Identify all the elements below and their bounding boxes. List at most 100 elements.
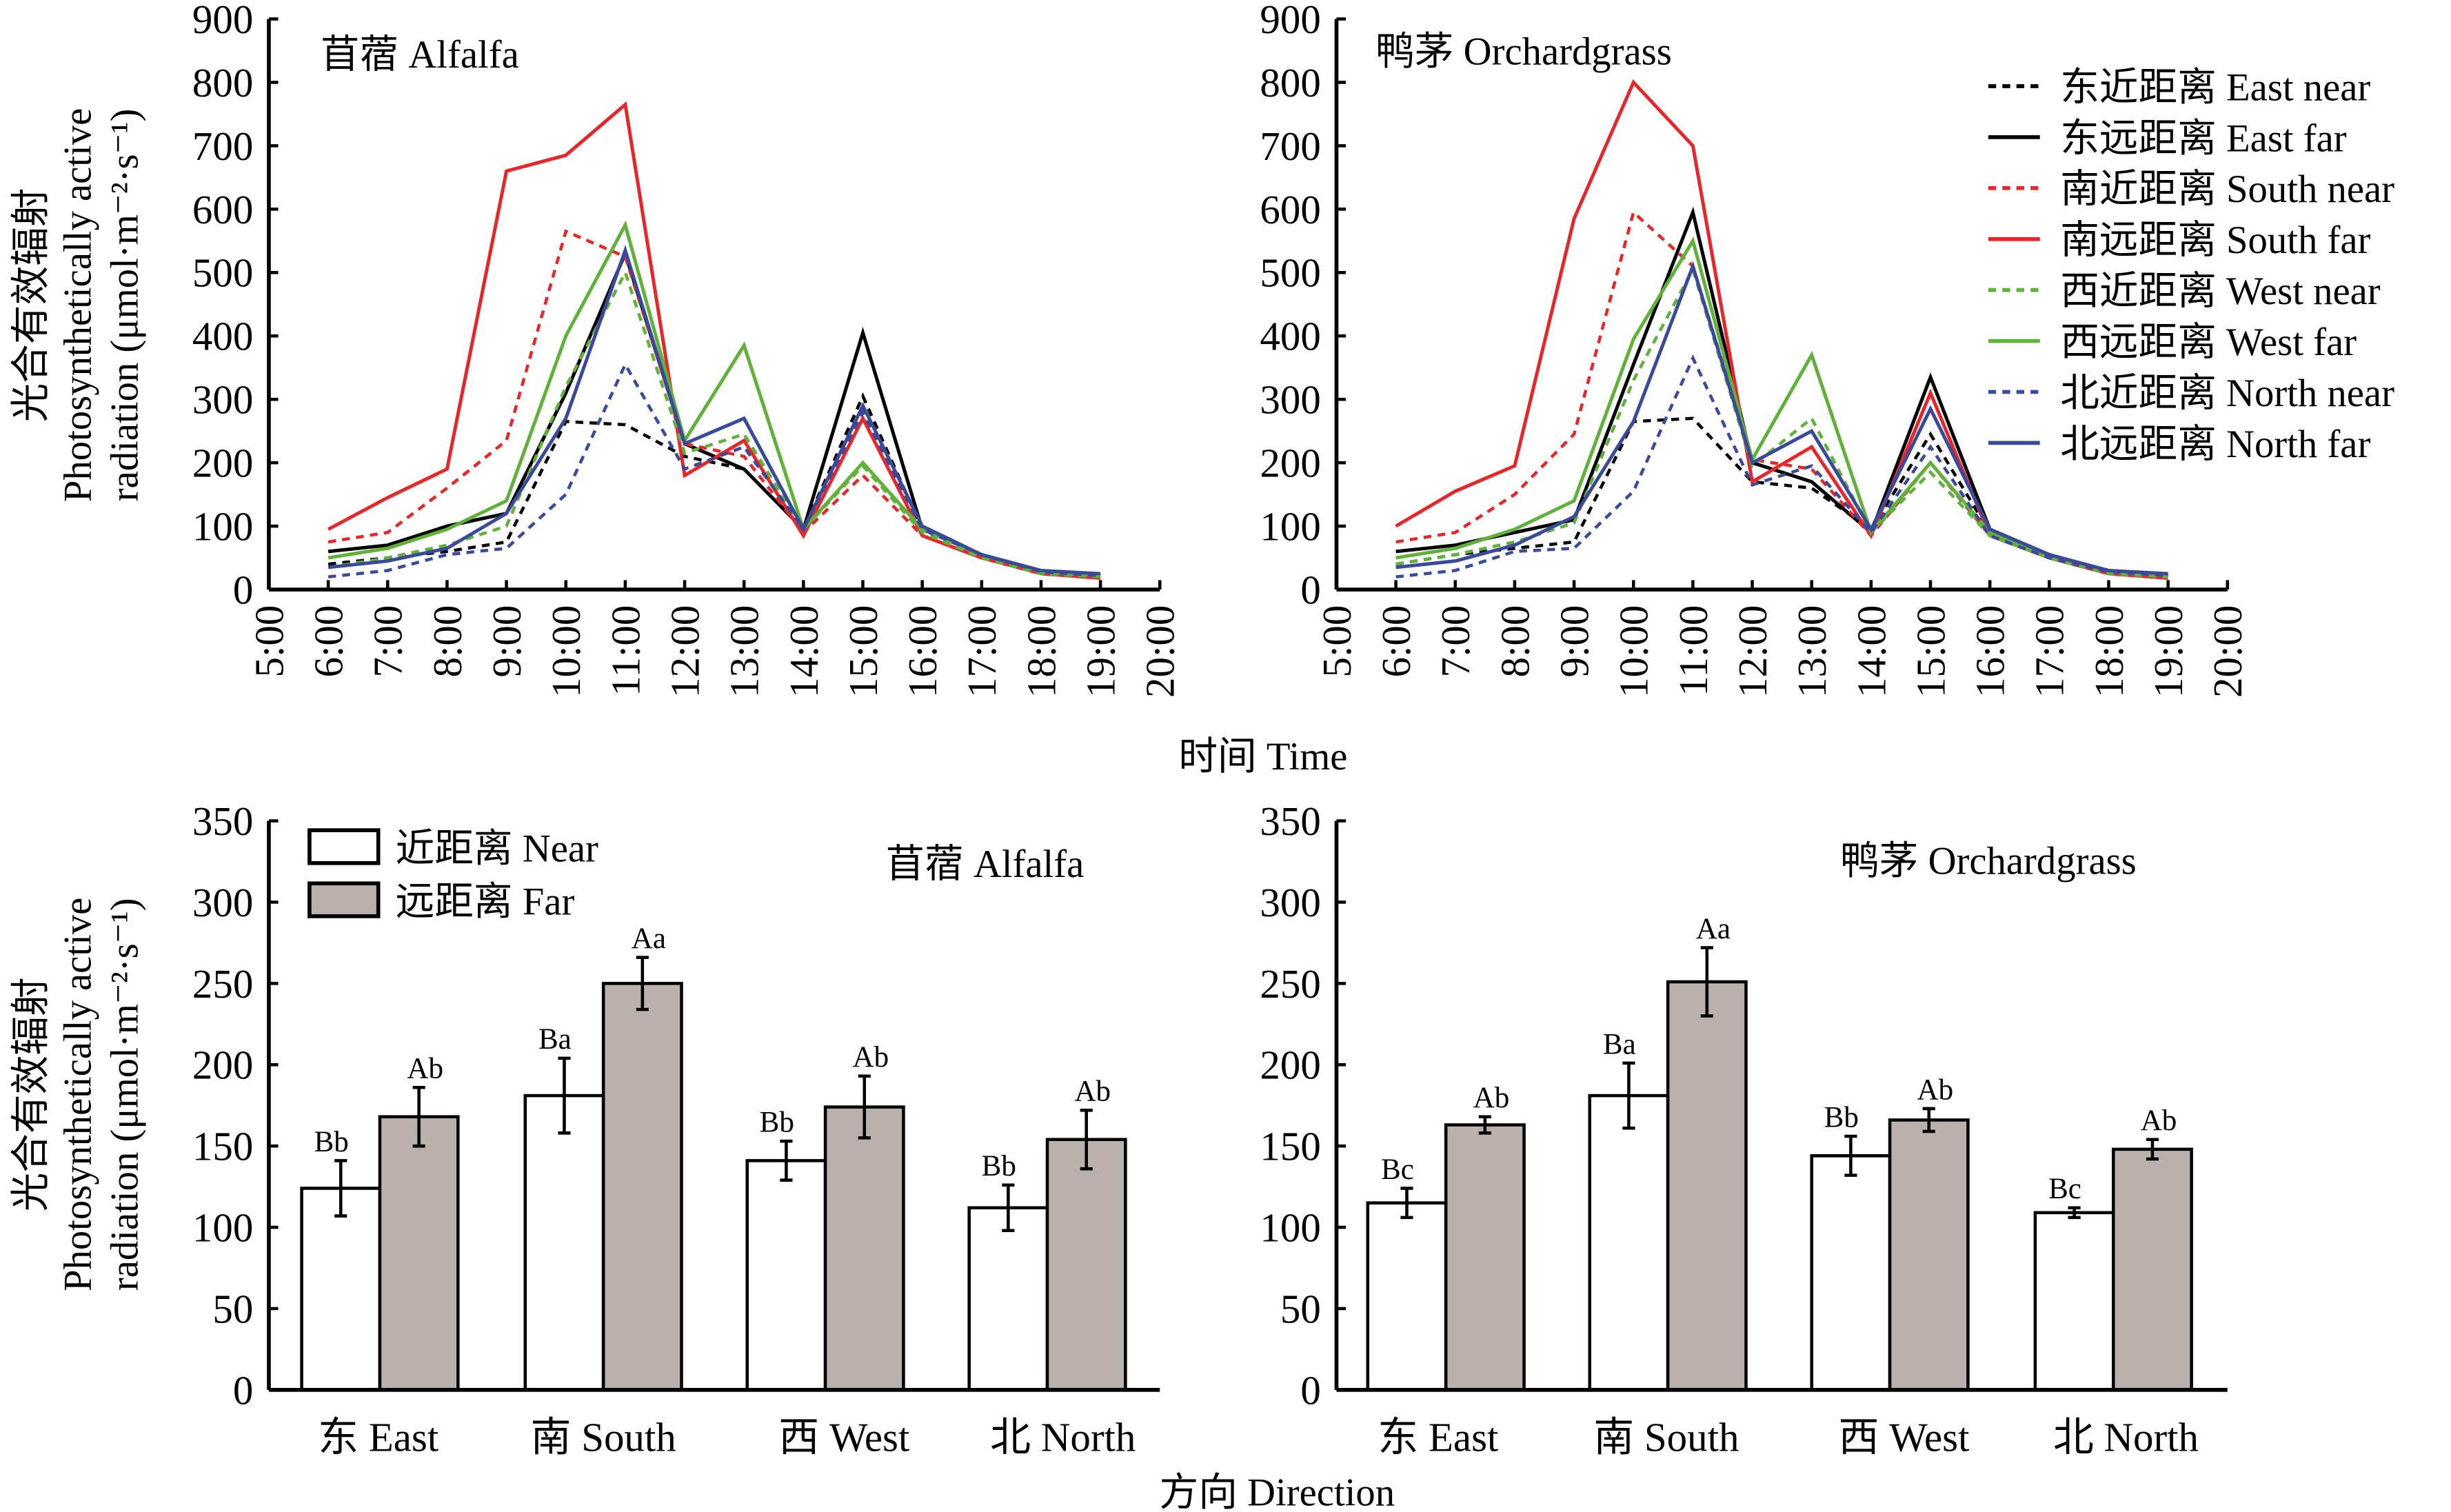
category-label: 北 North [990,1414,1136,1460]
y-label-line-1: 光合有效辐射 [9,188,52,422]
x-tick-label: 8:00 [1492,605,1537,678]
y-tick-label: 0 [233,567,253,612]
bar-chart-2: Bc Ba Bb Bc Ab Aa Ab Ab 0 50 100 150 200 250 300 350 东 E… [1260,798,2228,1460]
y-tick-label: 700 [1260,123,1320,169]
significance-label: Ab [1074,1076,1111,1108]
y-tick-label: 100 [1260,1204,1320,1250]
y-tick-label: 400 [192,314,253,359]
x-label-direction: 方向 Direction [1160,1471,1395,1512]
series-line-west-far [1395,236,2168,578]
series-line-south-near [327,229,1101,580]
x-tick-label: 18:00 [2086,605,2132,698]
significance-label: Aa [632,923,666,955]
legend-label: 西近距离 West near [2060,270,2381,313]
bar [2033,1211,2115,1392]
line-chart-2: 0 100 200 300 400 500 600 700 800 900 5:00 6:00 7:00… [1260,0,2394,698]
x-tick-label: 14:00 [1848,605,1894,698]
y-tick-label: 200 [192,1042,253,1088]
bar [745,1159,827,1392]
category-label: 南 South [1593,1414,1739,1460]
x-tick-label: 13:00 [722,605,767,698]
series-line-east-far [1395,206,2168,578]
significance-label: Ba [1603,1028,1636,1060]
bar [300,1187,382,1392]
y-tick-label: 200 [1260,1042,1320,1088]
legend-swatch [307,881,381,918]
y-tick-label: 300 [192,377,253,423]
significance-label: Ab [1917,1073,1953,1106]
series-line-north-far [327,245,1101,576]
chart-title: 鸭茅 Orchardgrass [1375,30,1672,73]
x-tick-label: 14:00 [781,605,827,698]
x-tick-label: 9:00 [1551,605,1597,678]
bar [523,1093,605,1392]
series-line-south-far [327,101,1101,580]
y-label-top: 光合有效辐射 Photosynthetically active radiati… [9,108,146,502]
x-tick-label: 13:00 [1789,605,1835,698]
x-tick-label: 15:00 [840,605,886,698]
x-tick-label: 17:00 [2027,605,2072,698]
legend-label: 北近距离 North near [2060,372,2394,415]
category-label: 西 West [778,1414,910,1460]
legend-label: 近距离 Near [396,827,598,871]
legend-label: 远距离 Far [396,880,575,924]
x-tick-label: 8:00 [425,605,470,678]
significance-label: Bb [760,1106,794,1138]
bar [1045,1138,1127,1392]
x-tick-label: 6:00 [1373,605,1419,678]
x-tick-label: 17:00 [959,605,1005,698]
significance-label: Ba [538,1023,572,1056]
category-label: 东 East [318,1414,439,1460]
y-tick-label: 300 [1260,377,1320,423]
category-label: 北 North [2053,1414,2199,1460]
y-tick-label: 500 [1260,250,1320,296]
y-tick-label: 200 [1260,441,1320,486]
legend-label: 东远距离 East far [2060,117,2347,160]
x-tick-label: 5:00 [1314,605,1360,678]
y-tick-label: 300 [1260,880,1320,925]
series-line-west-far [327,220,1101,578]
y-tick-label: 350 [1260,798,1320,844]
y-tick-label: 0 [1300,567,1320,612]
x-tick-label: 10:00 [1611,605,1657,698]
series-line-south-far [1395,79,2168,580]
x-tick-label: 12:00 [1730,605,1775,698]
x-tick-label: 16:00 [900,605,945,698]
y-tick-label: 50 [212,1286,253,1331]
y-tick-label: 100 [192,503,253,549]
x-tick-label: 18:00 [1018,605,1064,698]
y-tick-label: 800 [192,60,253,105]
y-tick-label: 0 [233,1367,253,1413]
series-line-east-near [1395,416,2168,578]
significance-label: Bb [1824,1101,1859,1133]
series-line-north-near [1395,354,2168,578]
series-line-east-far [327,248,1101,578]
y-tick-label: 150 [1260,1124,1320,1169]
x-tick-label: 7:00 [1433,605,1478,678]
significance-label: Bb [982,1150,1016,1182]
significance-label: Aa [1696,913,1731,945]
significance-label: Bb [314,1126,349,1158]
y-tick-label: 900 [192,0,253,42]
category-label: 东 East [1378,1414,1499,1460]
x-tick-label: 12:00 [662,605,707,698]
x-tick-label: 16:00 [1968,605,2013,698]
series-line-north-far [1395,261,2168,576]
bar [1888,1118,1970,1392]
chart-title: 苜蓿 Alfalfa [321,33,519,77]
y-tick-label: 100 [192,1204,253,1250]
y-tick-label: 350 [192,798,253,844]
y-tick-label: 700 [192,123,253,169]
legend-swatch [307,828,381,865]
x-tick-label: 5:00 [246,605,292,678]
legend-label: 北远距离 North far [2060,423,2370,466]
significance-label: Ab [407,1053,443,1085]
y-tick-label: 150 [192,1124,253,1169]
chart-title: 鸭茅 Orchardgrass [1840,840,2137,883]
bar-chart-1: Bb Ba Bb Bb Ab Aa Ab Ab 0 50 100 150 200 250 300 350 东 E… [192,798,1160,1460]
y-tick-label: 400 [1260,314,1320,359]
bar [378,1115,460,1392]
significance-label: Ab [1473,1082,1510,1114]
bar [1810,1154,1892,1392]
y-tick-label: 100 [1260,503,1320,549]
